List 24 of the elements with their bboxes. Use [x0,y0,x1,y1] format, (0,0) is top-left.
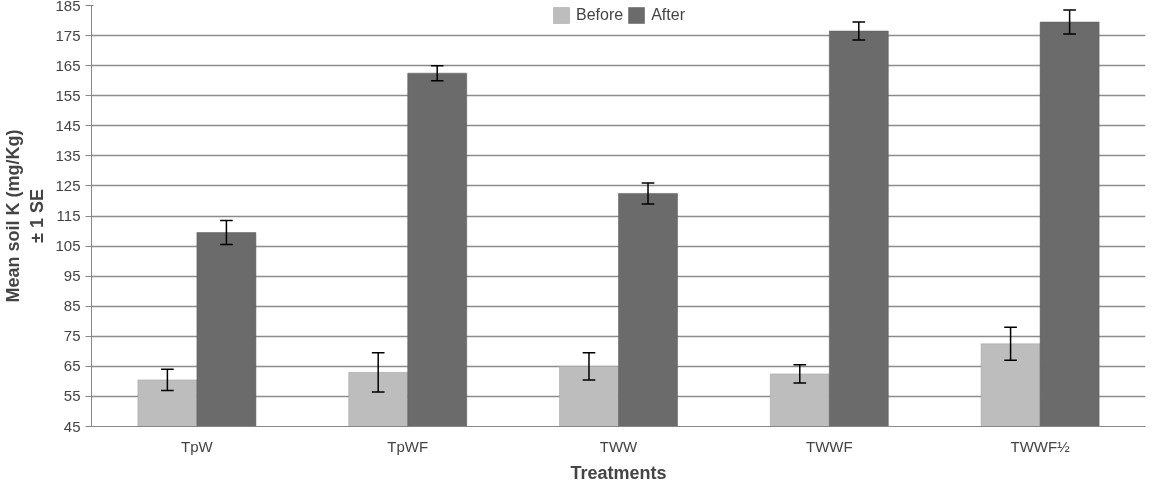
x-tick-label: TWWF [805,437,853,455]
y-tick-label: 95 [63,267,81,285]
y-tick-label: 185 [55,0,81,14]
y-tick-label: 115 [56,207,81,224]
y-tick-label: 155 [55,86,81,104]
legend-label: After [651,6,685,24]
y-axis-title: Mean soil K (mg/Kg) ± 1 SE [3,129,48,303]
x-axis-title: Treatments [570,462,667,483]
y-tick-label: 105 [55,237,81,255]
y-tick-label: 175 [55,26,81,44]
y-tick-label: 145 [55,116,81,134]
x-tick-label: TWW [599,437,639,455]
y-tick-label: 85 [63,297,81,315]
legend-label: Before [576,6,624,24]
y-tick-label: 135 [55,146,81,164]
x-tick-label: TpW [181,437,214,455]
x-tick-label: TWWF½ [1010,437,1071,455]
x-tick-label: TpWF [387,437,429,455]
y-tick-label: 165 [55,56,81,74]
y-tick-label: 75 [63,327,81,345]
y-tick-label: 65 [63,357,81,375]
y-tick-label: 55 [63,387,81,405]
y-tick-label: 45 [63,417,81,435]
y-tick-label: 125 [55,176,81,194]
